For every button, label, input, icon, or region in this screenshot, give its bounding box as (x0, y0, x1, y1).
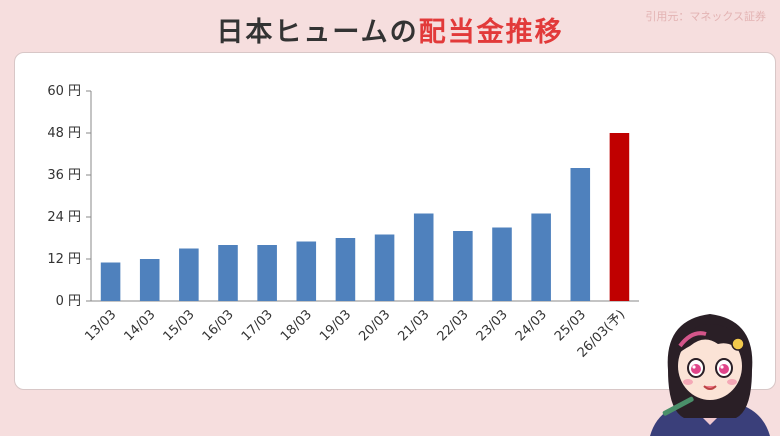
page-title: 日本ヒュームの配当金推移 (0, 10, 780, 49)
bar (570, 168, 591, 301)
bars (100, 133, 630, 301)
bar (374, 234, 395, 301)
y-tick-label: 60 円 (47, 84, 81, 99)
x-tick-label: 25/03 (552, 307, 589, 344)
x-tick-label: 19/03 (317, 307, 354, 344)
bar (296, 241, 317, 301)
title-prefix: 日本ヒュームの (216, 17, 419, 48)
chart-panel: 0 円 12 円 24 円 36 円 48 円 60 円 13/03 14/03 15/03 1… (14, 52, 776, 390)
bar (257, 245, 277, 301)
y-tick-label: 0 円 (56, 294, 81, 309)
bar (218, 245, 238, 301)
y-tick-label: 24 円 (47, 210, 81, 225)
x-tick-label: 18/03 (278, 307, 315, 344)
x-tick-label: 20/03 (356, 307, 393, 344)
y-tick-label: 36 円 (47, 168, 81, 183)
y-tick-label: 48 円 (47, 126, 81, 141)
x-tick-label: 17/03 (239, 307, 276, 344)
x-tick-label: 24/03 (513, 307, 550, 344)
y-tick-label: 12 円 (47, 252, 81, 267)
x-tick-label: 14/03 (121, 307, 158, 344)
x-tick-label: 16/03 (200, 307, 237, 344)
x-axis-labels: 13/03 14/03 15/03 16/03 17/03 18/03 19/03 20/03… (82, 307, 628, 360)
title-highlight: 配当金推移 (418, 17, 564, 48)
bar (139, 259, 160, 301)
x-tick-label: 23/03 (474, 307, 511, 344)
bar (100, 262, 121, 301)
x-tick-label: 22/03 (435, 307, 472, 344)
x-tick-label: 21/03 (395, 307, 432, 344)
x-tick-label: 13/03 (82, 307, 119, 344)
girl-character-illustration-icon (650, 314, 770, 436)
bar (492, 227, 512, 301)
bar (179, 248, 199, 301)
bar (453, 231, 473, 301)
bar (609, 133, 630, 301)
bar (335, 238, 356, 301)
x-tick-label: 15/03 (161, 307, 198, 344)
y-axis: 0 円 12 円 24 円 36 円 48 円 60 円 (47, 84, 639, 309)
source-credit: 引用元：マネックス証券 (645, 10, 766, 23)
bar (531, 213, 551, 301)
dividend-bar-chart: 0 円12 円24 円36 円48 円60 円 13/03 14/03 15/03 1… (47, 84, 639, 361)
bar (413, 213, 434, 301)
